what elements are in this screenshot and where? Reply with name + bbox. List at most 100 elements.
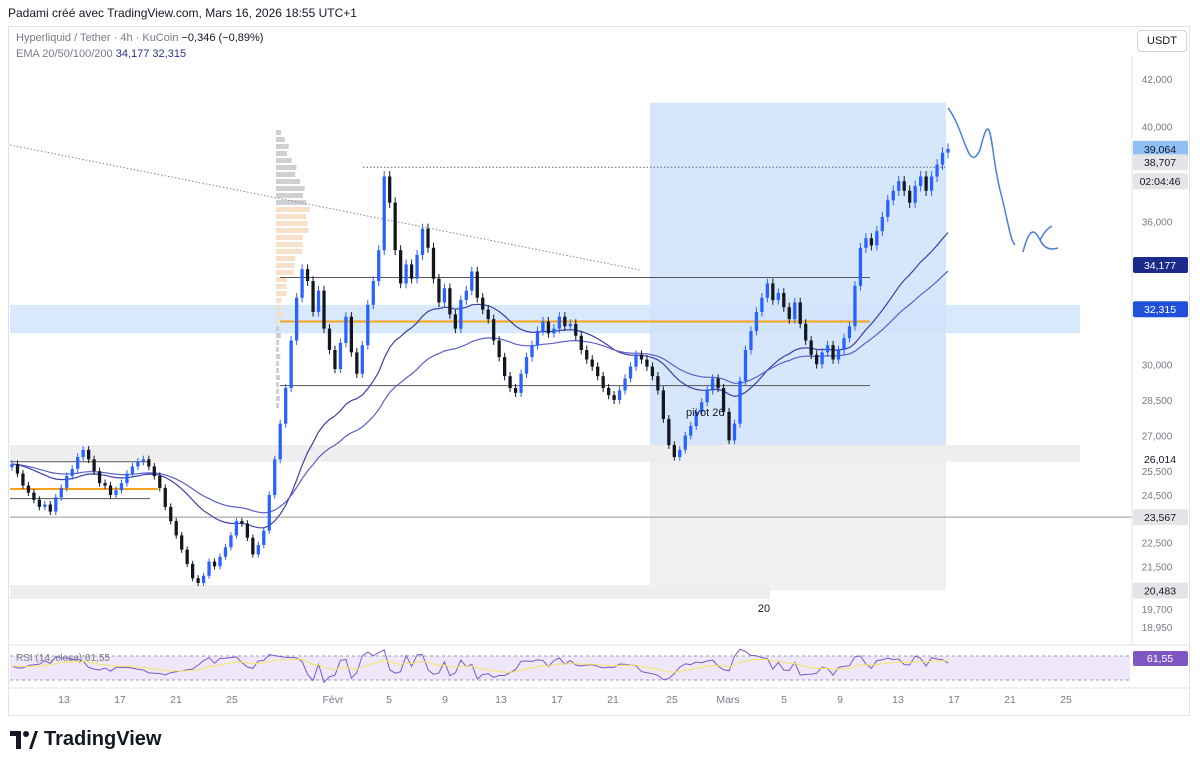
candle	[262, 527, 266, 549]
candle-body	[546, 321, 551, 334]
candle	[754, 307, 759, 336]
candle-body	[486, 309, 490, 320]
symbol-name[interactable]: Hyperliquid / Tether · 4h · KuCoin	[16, 32, 179, 44]
price-label-bg	[1133, 140, 1188, 157]
candle-body	[382, 176, 386, 251]
tradingview-logo-icon	[10, 730, 38, 749]
candle-body	[103, 483, 107, 486]
candle	[596, 362, 600, 381]
candle-body	[21, 473, 25, 486]
candle-body	[842, 338, 846, 350]
candle-body	[294, 297, 299, 341]
volume-bar	[276, 284, 287, 289]
volume-bar	[276, 242, 303, 247]
candle	[585, 345, 589, 364]
candle-body	[409, 264, 414, 279]
candle-body	[524, 357, 529, 374]
candle	[174, 517, 178, 539]
support-zone-gray	[10, 445, 1080, 462]
candle-body	[836, 350, 841, 360]
candle	[48, 501, 52, 516]
candle-body	[606, 388, 611, 396]
candle	[415, 249, 419, 284]
candle	[918, 171, 923, 192]
candle	[420, 223, 425, 260]
candle-body	[683, 435, 687, 450]
candle-body	[590, 359, 594, 367]
candle	[908, 185, 912, 208]
candle	[245, 520, 250, 542]
chart-header: Padami créé avec TradingView.com, Mars 1…	[8, 6, 357, 20]
ema-fast-line	[11, 232, 949, 529]
candle-body	[196, 578, 200, 583]
candle	[809, 336, 813, 360]
candle	[831, 340, 835, 364]
candle	[278, 419, 282, 464]
price-label-bg	[1133, 582, 1188, 599]
candle-body	[311, 281, 315, 312]
candle-body	[667, 418, 671, 446]
candle	[880, 211, 884, 237]
candle-body	[190, 563, 195, 579]
y-tick-label: 21,500	[1142, 562, 1173, 573]
candle	[568, 319, 572, 331]
candle	[475, 266, 479, 303]
candle-body	[76, 456, 80, 469]
candle-body	[119, 483, 124, 491]
candle	[634, 350, 638, 371]
candle	[552, 324, 556, 338]
candle	[847, 321, 852, 343]
ema-label[interactable]: EMA 20/50/100/200	[16, 48, 113, 60]
candle	[502, 352, 507, 381]
price-label-text: 20,483	[1144, 585, 1176, 597]
rsi-legend[interactable]: RSI (14, close) 61,55	[16, 653, 110, 664]
y-tick-label: 22,500	[1142, 539, 1173, 550]
candle-body	[568, 323, 572, 327]
candle-body	[749, 330, 753, 350]
candle-body	[798, 302, 802, 324]
candle	[530, 340, 534, 362]
candle	[218, 553, 222, 570]
candle	[836, 345, 841, 364]
rsi-label-bg	[1133, 651, 1188, 666]
candles	[10, 143, 950, 586]
currency-unit-button[interactable]: USDT	[1137, 30, 1187, 52]
candle-body	[338, 342, 343, 370]
candle-body	[946, 148, 950, 153]
candle-body	[322, 290, 326, 329]
projection-box-gray	[650, 459, 946, 591]
candle-body	[470, 271, 474, 291]
candle-body	[853, 285, 857, 327]
candle	[743, 345, 748, 386]
candle-body	[875, 231, 879, 246]
tradingview-logo[interactable]: TradingView	[10, 728, 161, 751]
price-label-text: 34,177	[1144, 260, 1176, 272]
candle-body	[782, 292, 786, 308]
candle	[43, 501, 47, 511]
candle-body	[738, 380, 742, 424]
candle-body	[81, 449, 85, 457]
candle-body	[787, 307, 791, 320]
candle-body	[207, 561, 211, 576]
candle	[114, 486, 118, 499]
x-tick-label: 9	[442, 694, 448, 706]
price-label-bg	[1133, 301, 1188, 318]
volume-profile	[276, 130, 310, 408]
candle	[574, 319, 578, 341]
candle-body	[26, 485, 31, 493]
candle-body	[656, 376, 660, 391]
candle	[732, 419, 737, 445]
x-tick-label: 17	[114, 694, 126, 706]
candle	[136, 458, 140, 471]
volume-bar	[276, 368, 279, 373]
candle	[377, 245, 381, 286]
candle-body	[37, 499, 42, 507]
candle	[760, 293, 764, 317]
candle	[76, 453, 80, 473]
volume-bar	[276, 354, 281, 359]
volume-bar	[276, 270, 294, 275]
candle-body	[360, 345, 364, 374]
y-tick-label: 36,000	[1142, 218, 1173, 229]
candle	[601, 371, 605, 393]
